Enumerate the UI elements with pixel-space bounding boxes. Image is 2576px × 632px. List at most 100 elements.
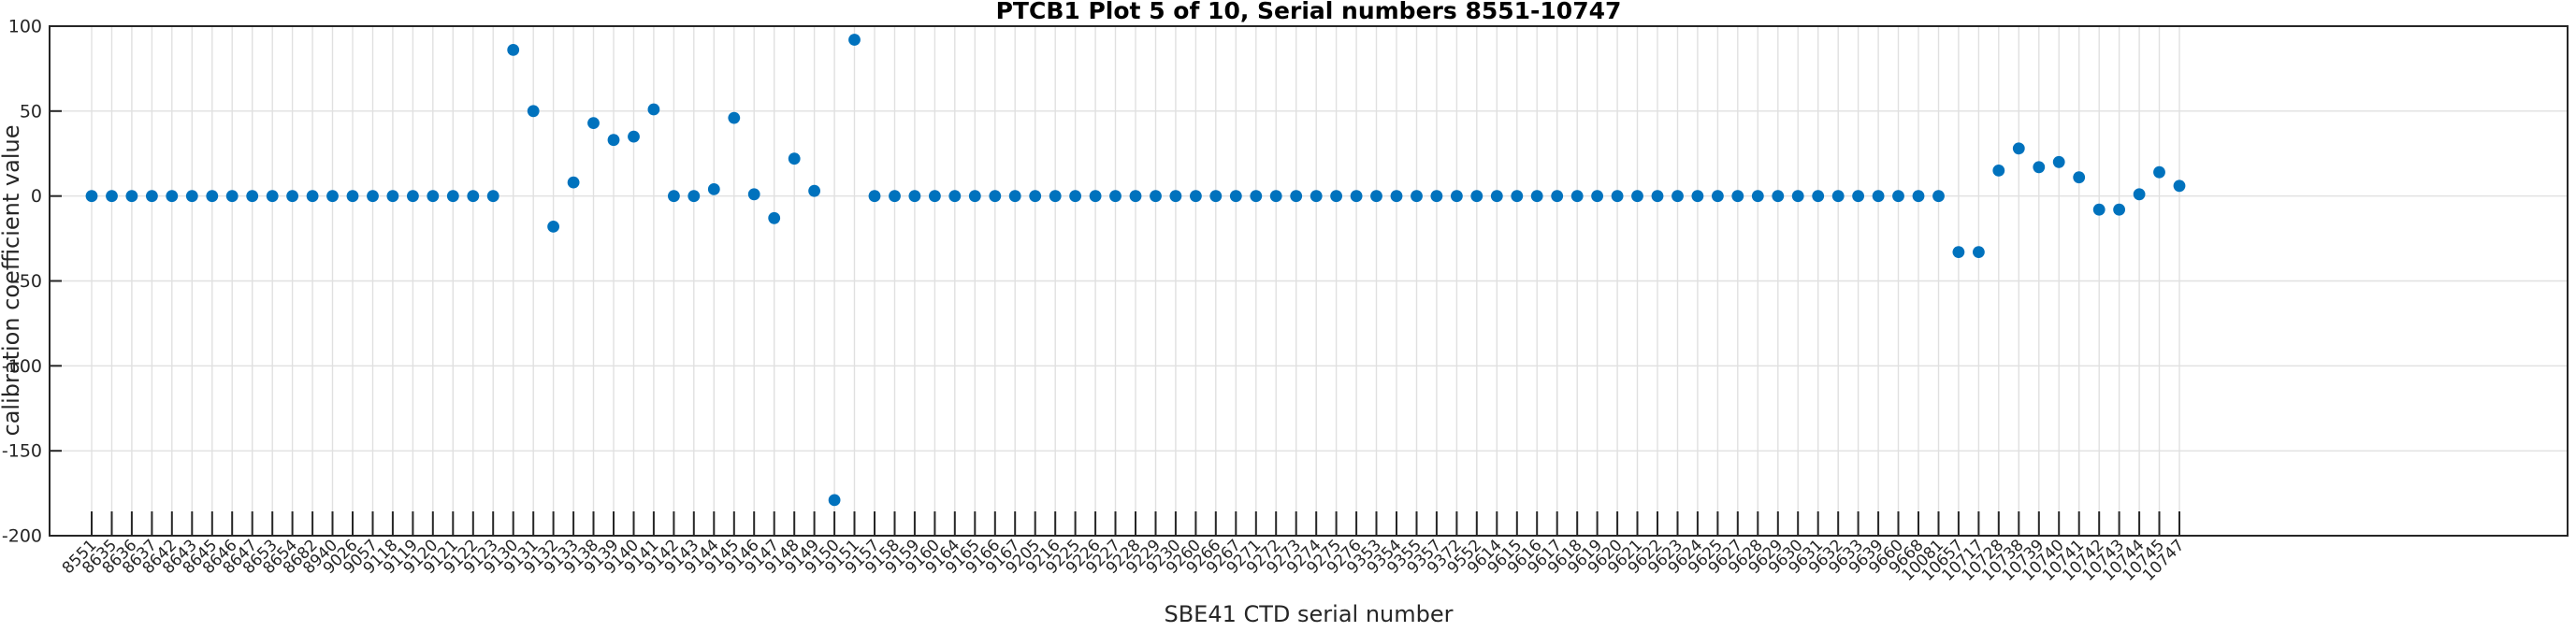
data-point bbox=[1229, 190, 1242, 203]
data-point bbox=[1029, 190, 1042, 203]
data-point bbox=[587, 117, 600, 129]
data-point bbox=[628, 130, 640, 143]
data-point bbox=[848, 34, 861, 46]
data-point bbox=[989, 190, 1002, 203]
data-point bbox=[687, 190, 701, 203]
data-points bbox=[85, 34, 2186, 507]
data-point bbox=[2173, 180, 2186, 193]
data-point bbox=[225, 190, 239, 203]
data-point bbox=[346, 190, 359, 203]
data-point bbox=[808, 184, 820, 197]
gridlines bbox=[50, 25, 2568, 537]
data-point bbox=[929, 190, 941, 203]
y-tick-labels: 100 50 0 -50 -100 -150 -200 bbox=[2, 17, 42, 547]
data-point bbox=[747, 188, 760, 201]
data-point bbox=[567, 176, 580, 189]
y-tick-label: 100 bbox=[8, 17, 42, 37]
data-point bbox=[607, 134, 620, 147]
data-point bbox=[1310, 190, 1323, 203]
data-point bbox=[266, 190, 279, 203]
data-point bbox=[1049, 190, 1062, 203]
data-point bbox=[1269, 190, 1282, 203]
data-point bbox=[1872, 190, 1885, 203]
data-point bbox=[1591, 190, 1603, 203]
data-point bbox=[1992, 165, 2005, 177]
y-tick-label: -200 bbox=[2, 526, 42, 547]
data-point bbox=[1290, 190, 1303, 203]
chart-title: PTCB1 Plot 5 of 10, Serial numbers 8551-… bbox=[996, 0, 1622, 24]
data-point bbox=[2052, 155, 2065, 168]
data-point bbox=[1530, 190, 1543, 203]
data-point bbox=[206, 190, 219, 203]
data-point bbox=[1611, 190, 1624, 203]
data-point bbox=[1250, 190, 1263, 203]
data-point bbox=[1551, 190, 1564, 203]
data-point bbox=[427, 190, 440, 203]
data-point bbox=[326, 190, 339, 203]
data-point bbox=[547, 221, 559, 233]
data-point bbox=[2113, 203, 2126, 216]
tick-marks bbox=[50, 25, 2180, 537]
data-point bbox=[1190, 190, 1202, 203]
data-point bbox=[1169, 190, 1182, 203]
data-point bbox=[1511, 190, 1524, 203]
data-point bbox=[286, 190, 298, 203]
y-tick-label: -150 bbox=[2, 441, 42, 462]
data-point bbox=[407, 190, 419, 203]
data-point bbox=[1932, 190, 1945, 203]
data-point bbox=[125, 190, 138, 203]
data-point bbox=[146, 190, 158, 203]
y-axis-label: calibration coefficient value bbox=[0, 125, 24, 437]
data-point bbox=[1691, 190, 1704, 203]
data-point bbox=[1129, 190, 1142, 203]
data-point bbox=[788, 152, 801, 165]
data-point bbox=[707, 183, 720, 195]
data-point bbox=[728, 111, 741, 124]
data-point bbox=[1651, 190, 1664, 203]
data-point bbox=[1089, 190, 1102, 203]
x-tick-labels: 8551863586368637864286438645864686478653… bbox=[59, 536, 2189, 584]
data-point bbox=[106, 190, 118, 203]
data-point bbox=[2033, 161, 2046, 174]
data-point bbox=[527, 105, 540, 118]
data-point bbox=[2012, 142, 2025, 155]
data-point bbox=[1831, 190, 1845, 203]
data-point bbox=[768, 211, 781, 224]
data-point bbox=[185, 190, 198, 203]
data-point bbox=[1370, 190, 1382, 203]
data-point bbox=[1350, 190, 1363, 203]
data-point bbox=[948, 190, 962, 203]
data-point bbox=[647, 103, 660, 116]
data-point bbox=[1712, 190, 1724, 203]
data-point bbox=[1791, 190, 1804, 203]
data-point bbox=[1069, 190, 1081, 203]
data-point bbox=[386, 190, 399, 203]
data-point bbox=[1912, 190, 1925, 203]
data-point bbox=[908, 190, 921, 203]
data-point bbox=[889, 190, 901, 203]
data-point bbox=[1772, 190, 1785, 203]
y-tick-label: -100 bbox=[2, 356, 42, 377]
data-point bbox=[1952, 246, 1965, 258]
data-point bbox=[1150, 190, 1162, 203]
x-axis-label: SBE41 CTD serial number bbox=[1164, 601, 1453, 627]
data-point bbox=[2092, 203, 2106, 216]
data-point bbox=[1390, 190, 1403, 203]
data-point bbox=[1109, 190, 1122, 203]
data-point bbox=[507, 44, 520, 56]
data-point bbox=[868, 190, 881, 203]
data-point bbox=[1451, 190, 1463, 203]
data-point bbox=[166, 190, 179, 203]
data-point bbox=[828, 494, 841, 507]
data-point bbox=[968, 190, 981, 203]
data-point bbox=[1631, 190, 1643, 203]
data-point bbox=[1330, 190, 1342, 203]
data-point bbox=[1008, 190, 1021, 203]
data-point bbox=[467, 190, 480, 203]
y-tick-label: 0 bbox=[31, 186, 42, 207]
data-point bbox=[1973, 246, 1985, 258]
data-point bbox=[446, 190, 459, 203]
data-point bbox=[1892, 190, 1904, 203]
